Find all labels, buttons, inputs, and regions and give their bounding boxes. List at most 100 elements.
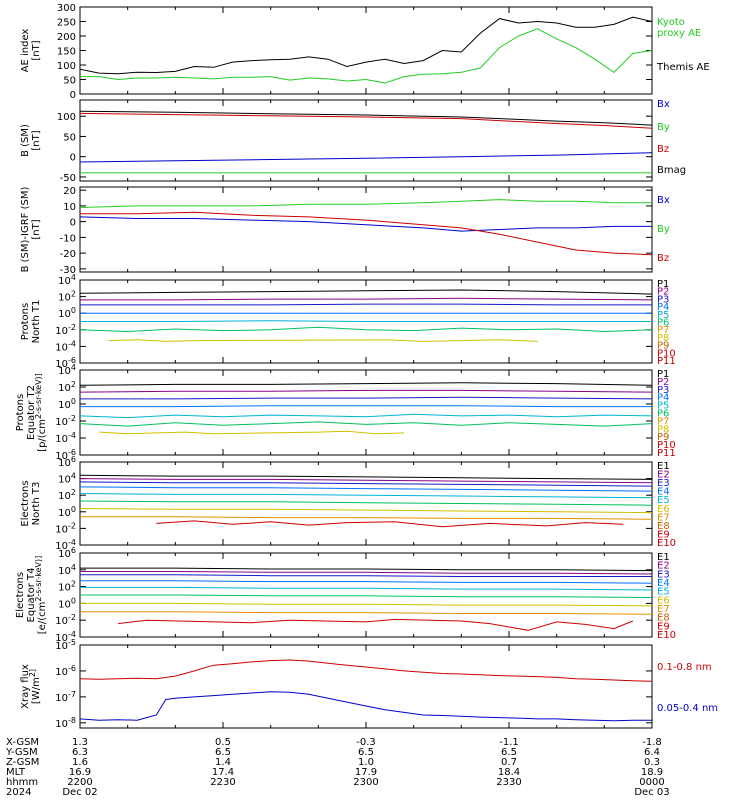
y-tick-label: 10-6: [55, 664, 76, 678]
y-tick-label: 50: [63, 132, 76, 143]
y-tick-label: 10-6: [55, 356, 76, 370]
y-tick-label: 100: [58, 306, 76, 320]
legend-p9: P9: [657, 432, 669, 443]
ephemeris-value: 1.3: [72, 737, 88, 748]
series-e2-line: [80, 571, 652, 575]
series-e6-line: [80, 594, 652, 598]
legend-p11: P11: [657, 356, 676, 367]
y-tick-label: 10-6: [55, 448, 76, 462]
y-tick-label: 10-5: [55, 638, 76, 652]
legend-p3: P3: [657, 294, 669, 305]
ephemeris-value: 1.6: [72, 757, 88, 768]
series-p3-line: [80, 396, 652, 400]
legend-e2: E2: [657, 470, 670, 481]
series-e1-line: [80, 474, 652, 480]
legend-e9: E9: [657, 529, 670, 540]
y-tick-label: 100: [57, 61, 76, 72]
legend-bz: Bz: [657, 144, 669, 155]
legend-p4: P4: [657, 393, 669, 404]
ephemeris-value: 0.7: [501, 757, 517, 768]
ephemeris-value: 18.4: [498, 767, 520, 778]
y-tick-label: 102: [58, 580, 76, 594]
series-0-1-0-8-nm-line: [80, 659, 652, 682]
legend-kyoto: Kyoto: [657, 17, 685, 28]
series-p5-line: [80, 413, 652, 419]
legend-p5: P5: [657, 401, 669, 412]
legend-e3: E3: [657, 569, 670, 580]
y-axis-label: [nT]: [31, 219, 42, 239]
legend-e8: E8: [657, 613, 670, 624]
series-p1-line: [80, 289, 652, 295]
ephemeris-value: 6.4: [644, 747, 660, 758]
legend-e10: E10: [657, 630, 676, 641]
ephemeris-value: 2330: [496, 777, 521, 788]
legend-e5: E5: [657, 495, 670, 506]
y-tick-label: 0: [70, 218, 76, 229]
y-tick-label: 100: [57, 112, 76, 123]
panel-bsm: -50 0 50 100 B (SM) [nT] Bx By Bz Bmag: [20, 99, 686, 184]
ephemeris-value: 6.5: [215, 747, 231, 758]
y-tick-label: 104: [58, 273, 76, 287]
y-tick-label: 50: [63, 76, 76, 87]
legend-e1: E1: [657, 552, 670, 563]
legend-p11: P11: [657, 448, 676, 459]
legend-p1: P1: [657, 279, 669, 290]
ephemeris-table: X-GSMY-GSMZ-GSMMLThhmm20241.36.31.616.92…: [5, 737, 670, 798]
ephemeris-value: 1.4: [215, 757, 231, 768]
series-group: [80, 199, 652, 256]
y-axis-label: Electrons: [20, 480, 31, 526]
ephemeris-value: -0.3: [356, 737, 376, 748]
legend-p4: P4: [657, 302, 669, 313]
ephemeris-value: 16.9: [69, 767, 91, 778]
series-kyoto-proxy-ae-line: [80, 28, 652, 84]
ephemeris-value: 17.4: [212, 767, 234, 778]
legend-p2: P2: [657, 287, 669, 298]
ephemeris-value: 18.9: [641, 767, 663, 778]
series-bx-line: [80, 152, 652, 163]
y-tick-label: 150: [57, 47, 76, 58]
series-p2-line: [80, 297, 652, 301]
y-tick-label: 10-4: [55, 339, 76, 353]
series-group: [80, 659, 652, 722]
legend-p7: P7: [657, 416, 669, 427]
legend-p3: P3: [657, 385, 669, 396]
y-axis-label: North T3: [31, 482, 42, 526]
series-e7-line: [80, 602, 652, 607]
y-tick-label: 102: [58, 380, 76, 394]
legend-proxy-ae: proxy AE: [657, 28, 701, 39]
legend-p1: P1: [657, 369, 669, 380]
series-e6-line: [80, 500, 652, 506]
y-tick-label: -10: [60, 233, 76, 244]
series-p4-line: [80, 405, 652, 408]
legend-e8: E8: [657, 521, 670, 532]
y-axis-label: [p/(cm2-s-sr-keV)]: [34, 373, 48, 452]
y-tick-label: 106: [58, 455, 76, 469]
legend-p10: P10: [657, 440, 676, 451]
y-tick-label: 20: [63, 186, 76, 197]
y-tick-label: 200: [57, 32, 76, 43]
y-axis-label: Xray flux: [20, 664, 31, 709]
series-e3-line: [80, 574, 652, 577]
y-axis-label: [e/(cm2-s-sr-keV)]: [34, 556, 48, 634]
legend-e10: E10: [657, 538, 676, 549]
panel-bigrf: -30 -20 -10 0 10 20 B (SM)-IGRF (SM) [nT] Bx By Bz: [20, 186, 670, 276]
y-axis-label: [nT]: [31, 40, 42, 60]
y-tick-label: 10-2: [55, 521, 76, 535]
panel-frame: [79, 369, 653, 456]
y-tick-label: 106: [58, 546, 76, 560]
y-tick-label: 10-4: [55, 538, 76, 552]
y-tick-label: -20: [60, 249, 76, 260]
ephemeris-value: 0000: [639, 777, 664, 788]
legend-bz: Bz: [657, 253, 669, 264]
y-tick-label: 104: [58, 563, 76, 577]
series-group: [80, 567, 652, 631]
y-axis-label: North T1: [31, 300, 42, 344]
ephemeris-label-x-gsm: X-GSM: [6, 737, 39, 748]
series-p6-line: [80, 326, 652, 333]
legend-e6: E6: [657, 504, 670, 515]
panel-ee4: 106 104 102 100 10-2 10-4 Electrons Equator T4[…: [15, 546, 676, 644]
series-p6-line: [80, 421, 652, 427]
